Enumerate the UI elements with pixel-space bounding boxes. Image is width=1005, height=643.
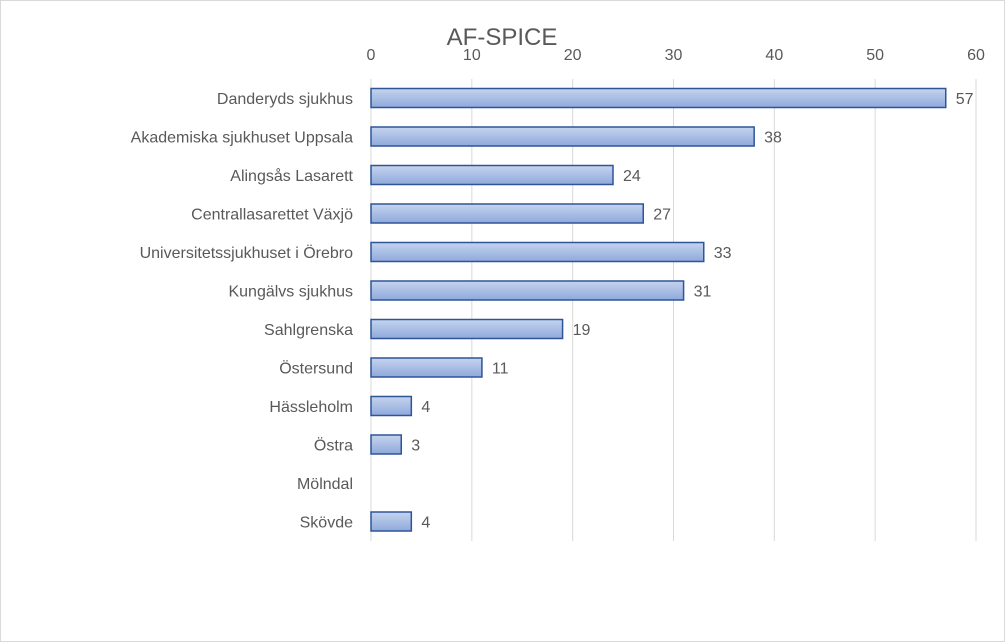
category-label: Kungälvs sjukhus — [228, 284, 353, 301]
data-label: 19 — [573, 322, 591, 339]
x-tick-label: 0 — [367, 47, 376, 64]
data-label: 27 — [653, 207, 671, 224]
bar — [370, 164, 614, 186]
bar — [370, 126, 755, 147]
bar — [370, 511, 413, 532]
category-label: Skövde — [300, 515, 353, 532]
data-label: 57 — [956, 91, 974, 108]
bars — [370, 87, 947, 532]
x-tick-label: 40 — [765, 47, 783, 64]
bar — [370, 357, 483, 378]
data-label: 31 — [694, 284, 712, 301]
category-label: Universitetssjukhuset i Örebro — [140, 244, 354, 262]
category-label: Östra — [314, 437, 353, 455]
x-axis-ticks: 0 10 20 30 40 50 60 — [367, 47, 985, 64]
data-label: 11 — [492, 361, 509, 378]
bar — [370, 395, 413, 417]
category-label: Akademiska sjukhuset Uppsala — [131, 130, 353, 147]
x-tick-label: 50 — [866, 47, 884, 64]
data-label: 38 — [764, 130, 782, 147]
bar — [370, 280, 685, 301]
bar — [370, 241, 705, 263]
data-labels: 57 38 24 27 33 31 19 11 4 3 4 — [411, 91, 973, 532]
x-tick-label: 20 — [564, 47, 582, 64]
data-label: 24 — [623, 168, 641, 185]
data-label: 4 — [421, 515, 430, 532]
chart-title: AF-SPICE — [447, 24, 558, 51]
category-label: Östersund — [279, 360, 353, 378]
category-label: Hässleholm — [269, 399, 353, 416]
bar — [370, 434, 402, 455]
category-label: Centrallasarettet Växjö — [191, 207, 353, 224]
x-tick-label: 10 — [463, 47, 481, 64]
category-label: Danderyds sjukhus — [217, 91, 353, 108]
gridlines — [370, 79, 977, 541]
bar — [370, 87, 947, 109]
bar — [370, 203, 644, 224]
bar — [370, 318, 564, 340]
data-label: 3 — [411, 438, 420, 455]
category-label: Alingsås Lasarett — [230, 167, 353, 185]
category-label: Sahlgrenska — [264, 322, 353, 339]
x-tick-label: 60 — [967, 47, 985, 64]
data-label: 4 — [421, 399, 430, 416]
x-tick-label: 30 — [665, 47, 683, 64]
category-label: Mölndal — [297, 476, 353, 493]
category-labels: Danderyds sjukhus Akademiska sjukhuset Up… — [131, 91, 354, 532]
data-label: 33 — [714, 245, 732, 262]
